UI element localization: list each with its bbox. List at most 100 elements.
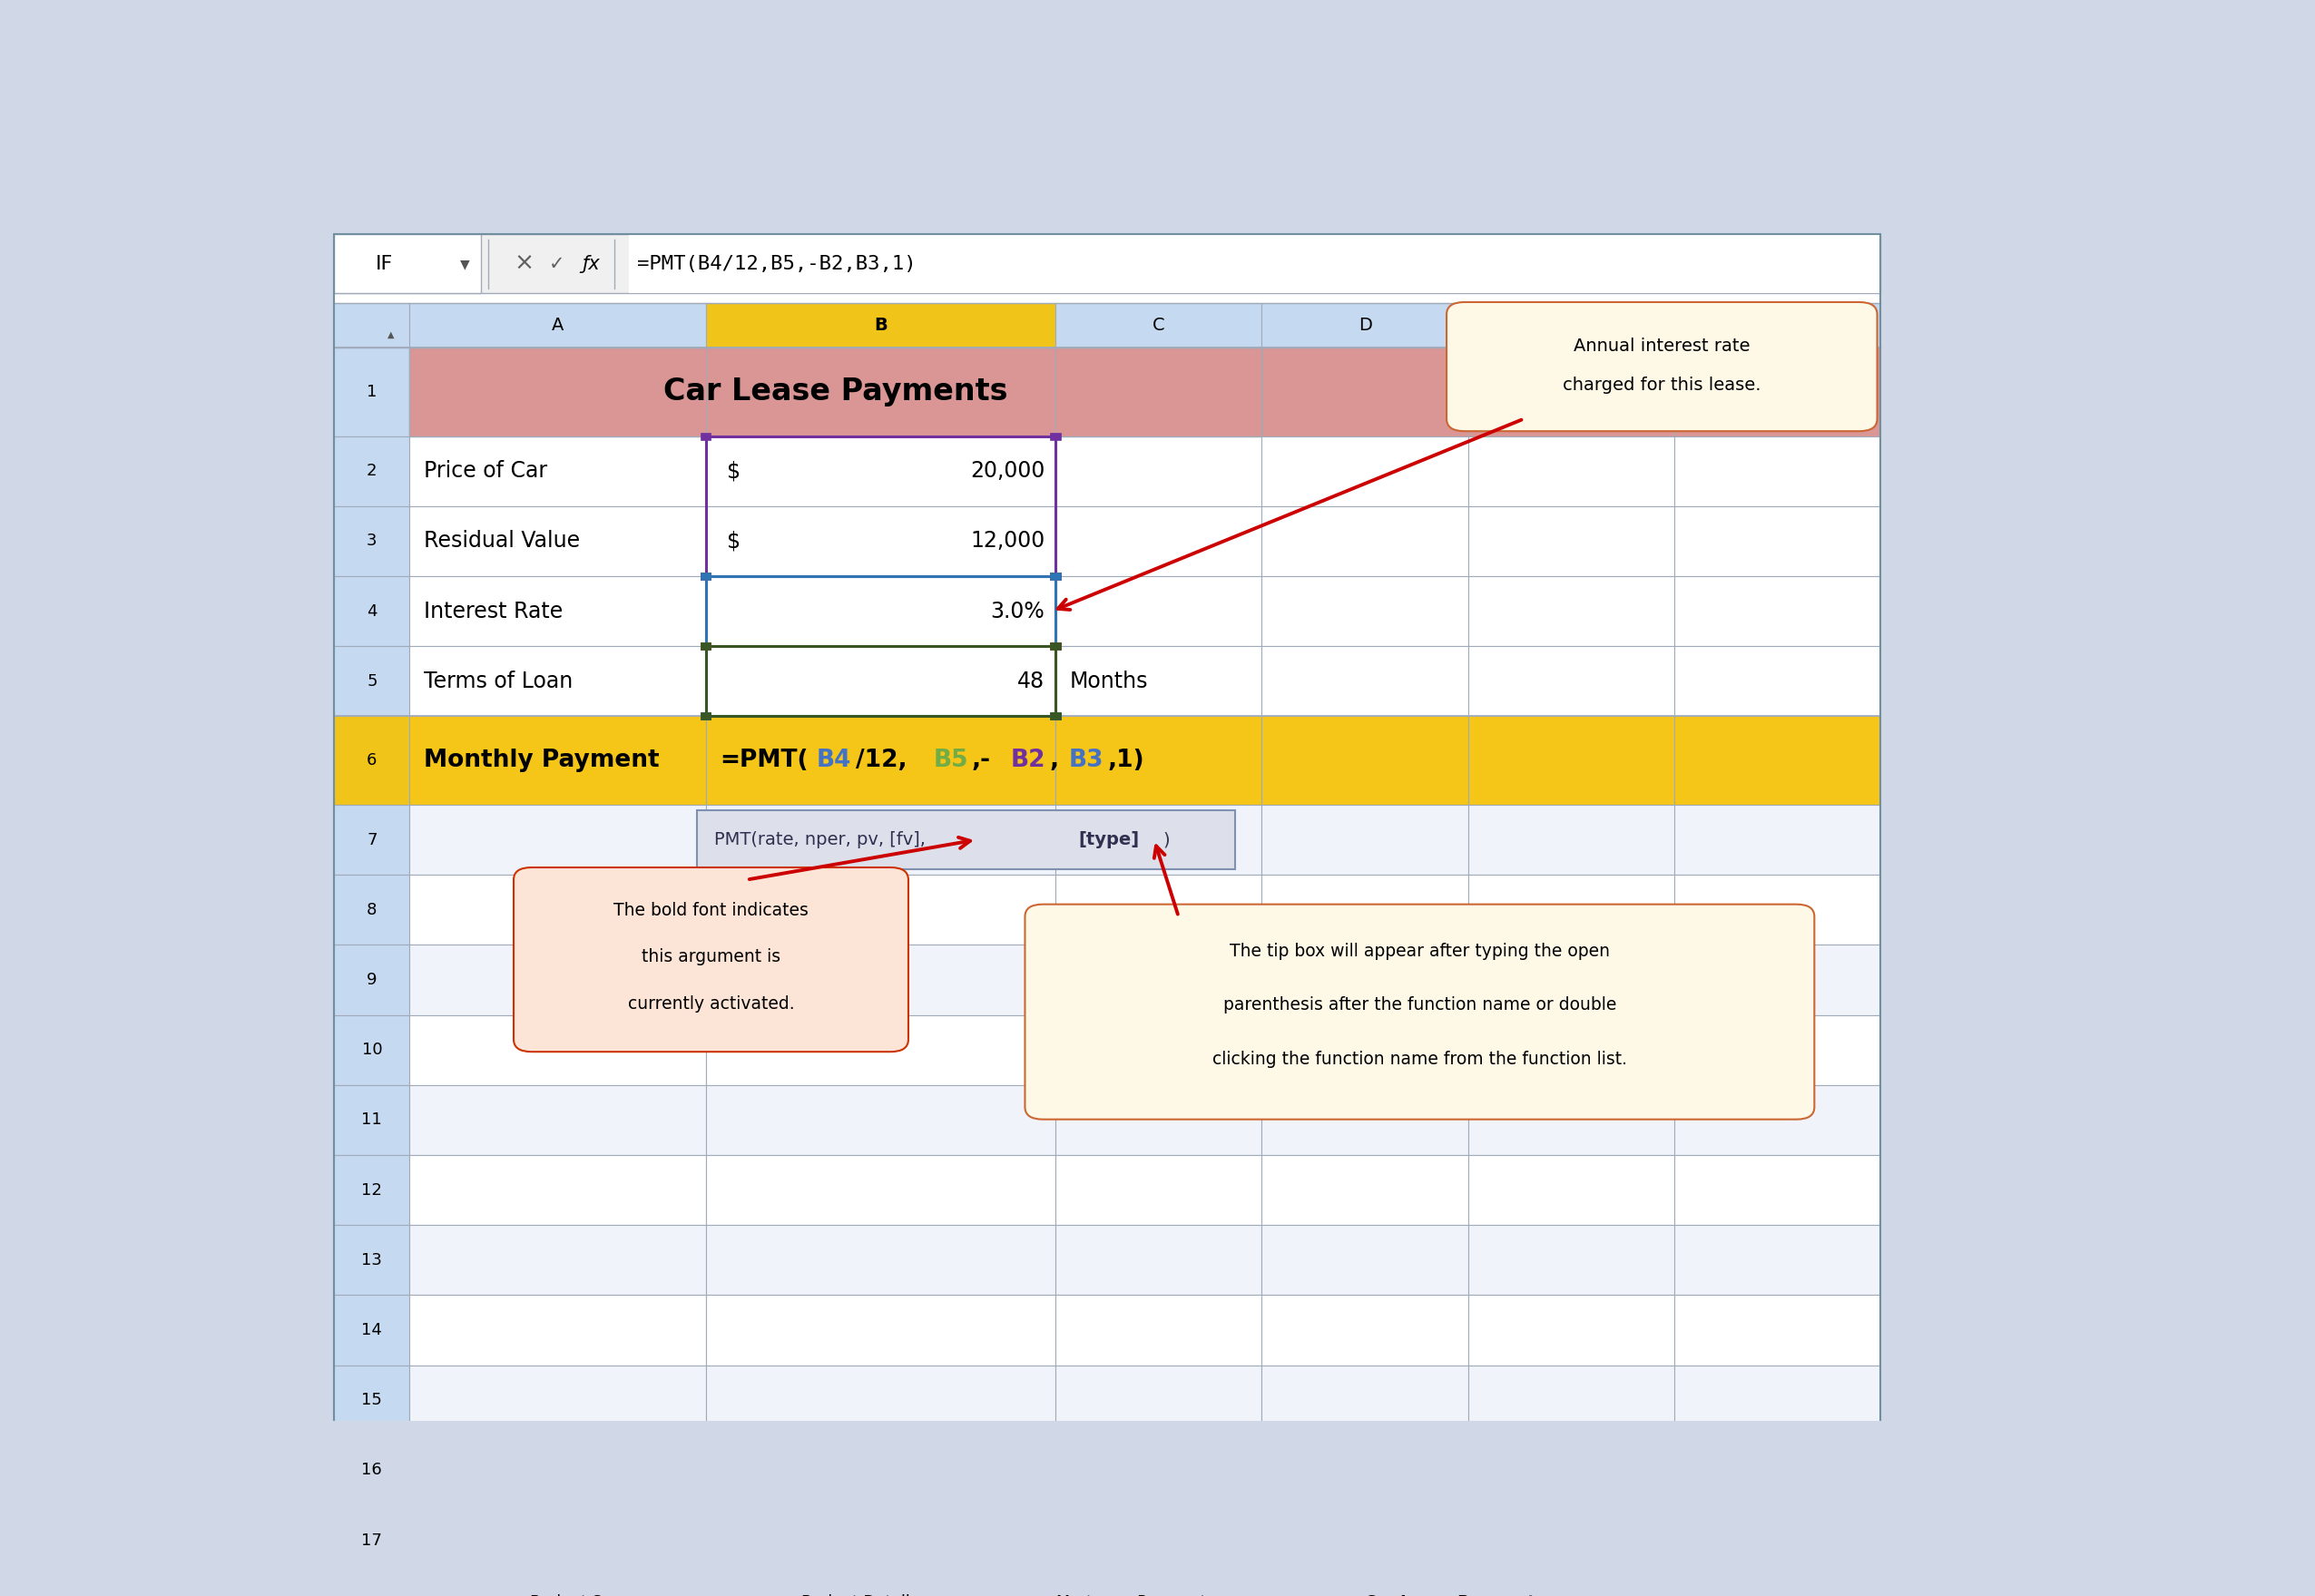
- Text: ,: ,: [1049, 749, 1058, 772]
- Text: Mortgage Payments: Mortgage Payments: [1056, 1594, 1215, 1596]
- FancyBboxPatch shape: [410, 303, 706, 348]
- FancyBboxPatch shape: [1262, 506, 1468, 576]
- FancyBboxPatch shape: [1674, 804, 1880, 875]
- Text: Months: Months: [1070, 670, 1148, 693]
- FancyBboxPatch shape: [1468, 1226, 1674, 1294]
- FancyBboxPatch shape: [333, 348, 410, 436]
- FancyBboxPatch shape: [1056, 1156, 1262, 1226]
- FancyBboxPatch shape: [1468, 1505, 1674, 1575]
- FancyBboxPatch shape: [410, 348, 706, 436]
- FancyBboxPatch shape: [333, 1505, 410, 1575]
- FancyBboxPatch shape: [1056, 1085, 1262, 1156]
- FancyBboxPatch shape: [333, 945, 410, 1015]
- FancyBboxPatch shape: [333, 235, 482, 294]
- FancyBboxPatch shape: [1262, 1156, 1468, 1226]
- FancyBboxPatch shape: [1056, 717, 1262, 804]
- FancyBboxPatch shape: [1468, 1365, 1674, 1435]
- FancyBboxPatch shape: [1674, 1435, 1880, 1505]
- FancyBboxPatch shape: [1051, 643, 1060, 650]
- FancyBboxPatch shape: [410, 717, 706, 804]
- Text: 12,000: 12,000: [970, 530, 1044, 552]
- Text: =PMT(B4/12,B5,-B2,B3,1): =PMT(B4/12,B5,-B2,B3,1): [637, 255, 917, 273]
- FancyBboxPatch shape: [1056, 945, 1262, 1015]
- FancyBboxPatch shape: [1674, 1226, 1880, 1294]
- Text: B2: B2: [1012, 749, 1046, 772]
- FancyBboxPatch shape: [982, 1583, 1289, 1596]
- FancyBboxPatch shape: [410, 1435, 706, 1505]
- Text: $: $: [727, 460, 741, 482]
- FancyBboxPatch shape: [1056, 1435, 1262, 1505]
- Text: 9: 9: [366, 972, 377, 988]
- FancyBboxPatch shape: [706, 1015, 1056, 1085]
- Text: 16: 16: [361, 1462, 382, 1478]
- FancyBboxPatch shape: [706, 945, 1056, 1015]
- Text: The tip box will appear after typing the open: The tip box will appear after typing the…: [1229, 942, 1609, 959]
- FancyBboxPatch shape: [1262, 646, 1468, 717]
- FancyBboxPatch shape: [1262, 1365, 1468, 1435]
- Text: ▼: ▼: [461, 257, 470, 270]
- FancyBboxPatch shape: [1262, 1505, 1468, 1575]
- FancyBboxPatch shape: [1051, 573, 1060, 579]
- Text: [type]: [type]: [1079, 832, 1139, 849]
- Text: currently activated.: currently activated.: [627, 996, 794, 1012]
- Text: 6: 6: [366, 752, 377, 769]
- FancyBboxPatch shape: [699, 573, 711, 579]
- Text: PMT(rate, nper, pv, [fv],: PMT(rate, nper, pv, [fv],: [715, 832, 931, 849]
- FancyBboxPatch shape: [333, 646, 410, 717]
- FancyBboxPatch shape: [1056, 576, 1262, 646]
- Text: 11: 11: [361, 1112, 382, 1128]
- FancyBboxPatch shape: [1051, 712, 1060, 720]
- FancyBboxPatch shape: [706, 804, 1056, 875]
- FancyBboxPatch shape: [333, 235, 1880, 294]
- Text: Monthly Payment: Monthly Payment: [424, 749, 660, 772]
- FancyBboxPatch shape: [1262, 436, 1468, 506]
- FancyBboxPatch shape: [706, 436, 1056, 506]
- Text: Residual Value: Residual Value: [424, 530, 581, 552]
- FancyBboxPatch shape: [410, 1365, 706, 1435]
- FancyBboxPatch shape: [514, 868, 907, 1052]
- Text: /12,: /12,: [857, 749, 907, 772]
- Text: B4: B4: [817, 749, 852, 772]
- Text: ,-: ,-: [972, 749, 991, 772]
- FancyBboxPatch shape: [706, 1435, 1056, 1505]
- FancyBboxPatch shape: [1051, 643, 1060, 650]
- FancyBboxPatch shape: [1056, 303, 1262, 348]
- FancyBboxPatch shape: [410, 436, 706, 506]
- FancyBboxPatch shape: [410, 1156, 706, 1226]
- FancyBboxPatch shape: [410, 348, 1262, 436]
- FancyBboxPatch shape: [333, 506, 410, 576]
- FancyBboxPatch shape: [1468, 717, 1674, 804]
- FancyBboxPatch shape: [410, 506, 706, 576]
- FancyBboxPatch shape: [410, 1294, 706, 1365]
- Text: B5: B5: [933, 749, 968, 772]
- FancyBboxPatch shape: [1056, 646, 1262, 717]
- FancyBboxPatch shape: [410, 1226, 706, 1294]
- FancyBboxPatch shape: [1468, 1015, 1674, 1085]
- FancyBboxPatch shape: [1674, 875, 1880, 945]
- Text: 5: 5: [366, 674, 377, 689]
- Text: 10: 10: [361, 1042, 382, 1058]
- Text: 48: 48: [1016, 670, 1044, 693]
- FancyBboxPatch shape: [1674, 436, 1880, 506]
- Text: 3: 3: [366, 533, 377, 549]
- FancyBboxPatch shape: [706, 506, 1056, 576]
- FancyBboxPatch shape: [410, 1085, 706, 1156]
- Text: ▲: ▲: [387, 330, 394, 338]
- Text: Budget Detail: Budget Detail: [801, 1594, 910, 1596]
- FancyBboxPatch shape: [1674, 576, 1880, 646]
- FancyBboxPatch shape: [627, 235, 1880, 294]
- FancyBboxPatch shape: [1051, 712, 1060, 720]
- Text: 4: 4: [366, 603, 377, 619]
- FancyBboxPatch shape: [333, 1156, 410, 1226]
- FancyBboxPatch shape: [333, 1294, 410, 1365]
- FancyBboxPatch shape: [1468, 1435, 1674, 1505]
- FancyBboxPatch shape: [1468, 576, 1674, 646]
- FancyBboxPatch shape: [1051, 573, 1060, 579]
- FancyBboxPatch shape: [1026, 905, 1815, 1119]
- FancyBboxPatch shape: [333, 1365, 410, 1435]
- FancyBboxPatch shape: [410, 945, 706, 1015]
- FancyBboxPatch shape: [1262, 1226, 1468, 1294]
- FancyBboxPatch shape: [1674, 1156, 1880, 1226]
- FancyBboxPatch shape: [1056, 1015, 1262, 1085]
- FancyBboxPatch shape: [706, 1365, 1056, 1435]
